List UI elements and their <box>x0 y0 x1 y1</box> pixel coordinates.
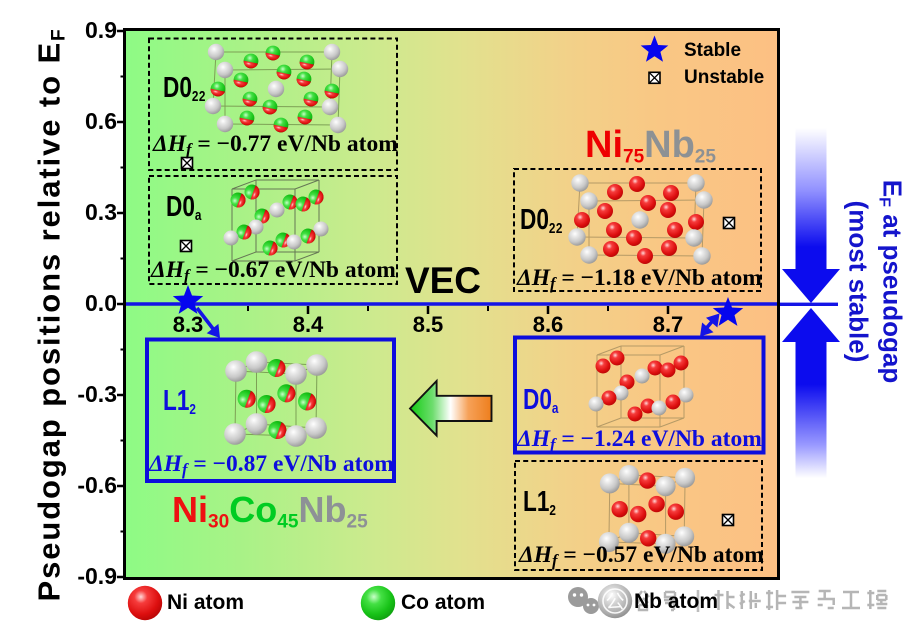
svg-text:公: 公 <box>605 592 624 613</box>
